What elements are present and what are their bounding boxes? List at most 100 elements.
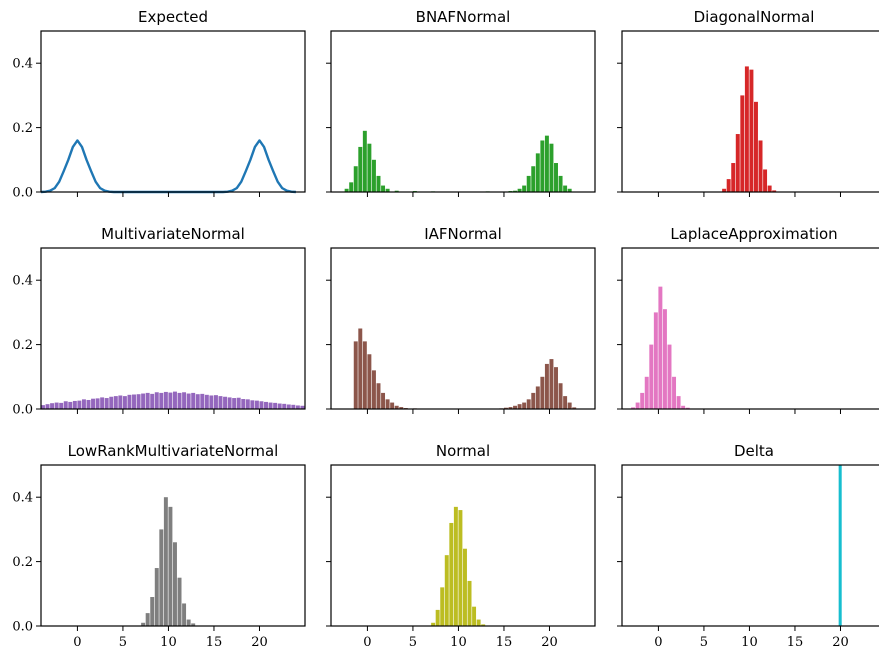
x-tick-label: 5 — [700, 635, 708, 650]
histogram-bar-28 — [168, 392, 173, 409]
histogram-bar-26 — [558, 383, 563, 409]
histogram-bar-2 — [640, 392, 645, 409]
histogram-bar-21 — [136, 394, 141, 409]
histogram-bar-31 — [182, 392, 187, 409]
subplot-title: LaplaceApproximation — [670, 225, 837, 243]
y-tick-label: 0.2 — [12, 121, 33, 136]
histogram-bar-23 — [145, 392, 150, 409]
histogram-bar-4 — [649, 344, 654, 409]
histogram-bar-12 — [95, 398, 100, 409]
subplot-title: BNAFNormal — [416, 8, 511, 26]
histogram-bar-53 — [282, 403, 287, 409]
x-tick-label: 0 — [654, 635, 662, 650]
histogram-bar-5 — [163, 497, 168, 626]
histogram-bar-10 — [394, 190, 399, 192]
histogram-bar-10 — [186, 619, 191, 626]
histogram-bar-6 — [68, 401, 73, 409]
histogram-bar-15 — [513, 190, 518, 192]
histogram-bar-14 — [104, 398, 109, 409]
subplot-4: IAFNormal — [326, 225, 596, 414]
histogram-bar-55 — [291, 404, 296, 409]
histogram-bar-4 — [740, 95, 745, 192]
x-tick-label: 15 — [206, 635, 223, 650]
histogram-bar-57 — [300, 405, 305, 409]
x-tick-label: 15 — [787, 635, 804, 650]
histogram-bar-47 — [254, 400, 259, 409]
subplot-title: DiagonalNormal — [694, 8, 815, 26]
histogram-bar-11 — [481, 624, 486, 626]
histogram-bar-18 — [522, 402, 527, 409]
y-tick-label: 0.2 — [12, 555, 33, 570]
axes-frame — [40, 30, 306, 193]
histogram-bar-9 — [385, 188, 390, 192]
histogram-bar-9 — [472, 606, 477, 626]
histogram-bar-48 — [259, 401, 264, 409]
histogram-bar-56 — [295, 405, 300, 409]
histogram-bar-27 — [563, 396, 568, 409]
histogram-bar-34 — [195, 394, 200, 409]
histogram-bar-20 — [531, 392, 536, 409]
histogram-bar-3 — [444, 555, 449, 626]
histogram-bar-7 — [173, 542, 177, 626]
histogram-bar-8 — [667, 344, 672, 409]
histogram-bar-7 — [376, 175, 381, 192]
histogram-bar-21 — [535, 386, 540, 409]
histogram-bar-16 — [513, 405, 518, 409]
histogram-bar-22 — [544, 135, 549, 192]
histogram-bar-10 — [399, 407, 404, 409]
histogram-bar-5 — [744, 66, 749, 192]
subplot-title: LowRankMultivariateNormal — [68, 442, 279, 460]
histogram-bar-20 — [535, 153, 540, 192]
y-tick-label: 0.4 — [12, 57, 33, 72]
histogram-bar-8 — [758, 140, 763, 192]
histogram-bar-19 — [526, 399, 531, 409]
histogram-bar-39 — [218, 396, 223, 409]
histogram-bar-9 — [394, 405, 399, 409]
histogram-bar-11 — [91, 398, 96, 409]
histogram-bar-24 — [554, 163, 558, 192]
histogram-bar-7 — [754, 101, 758, 192]
y-tick-label: 0.0 — [12, 403, 33, 418]
histogram-bar-4 — [59, 402, 64, 409]
histogram-bar-11 — [191, 623, 196, 626]
histogram-bar-4 — [449, 522, 454, 626]
histogram-bar-8 — [467, 580, 472, 626]
histogram-bar-8 — [177, 577, 182, 626]
histogram-bar-1 — [349, 182, 354, 192]
histogram-bar-7 — [463, 548, 467, 626]
histogram-bar-37 — [209, 395, 214, 409]
histogram-bar-16 — [517, 188, 522, 192]
histogram-bar-6 — [458, 510, 463, 626]
histogram-bar-7 — [72, 400, 77, 409]
histogram-bar-0 — [722, 188, 727, 192]
subplot-6: 0.0 0.2 0.4 0 5 10 15 20 LowRankMultivariateNorm… — [12, 442, 306, 650]
histogram-bar-41 — [227, 397, 232, 409]
histogram-bar-11 — [681, 405, 686, 409]
y-tick-label: 0.4 — [12, 274, 33, 289]
density-line-0 — [40, 139, 296, 194]
histogram-bar-17 — [517, 404, 522, 409]
x-tick-label: 5 — [119, 635, 127, 650]
y-tick-label: 0.4 — [12, 491, 33, 506]
axes-frame — [621, 464, 879, 627]
histogram-bar-0 — [631, 407, 636, 409]
histogram-bar-17 — [118, 395, 123, 409]
histogram-bar-19 — [127, 394, 132, 409]
histogram-bar-0 — [344, 188, 349, 192]
histogram-bar-0 — [141, 622, 146, 626]
histogram-bar-3 — [644, 376, 649, 409]
histogram-bar-27 — [163, 391, 168, 409]
histogram-bar-28 — [567, 402, 572, 409]
subplot-3: 0.0 0.2 0.4 MultivariateNormal — [12, 225, 306, 418]
histogram-bar-2 — [440, 587, 445, 626]
histogram-bar-10 — [86, 399, 91, 409]
histogram-bar-6 — [749, 69, 754, 192]
x-tick-label: 15 — [496, 635, 513, 650]
histogram-bar-1 — [435, 609, 440, 626]
axes-frame — [621, 247, 879, 410]
histogram-bar-3 — [154, 568, 159, 626]
histogram-bar-5 — [453, 506, 458, 626]
histogram-bar-4 — [159, 529, 164, 626]
axes-frame — [330, 464, 596, 627]
